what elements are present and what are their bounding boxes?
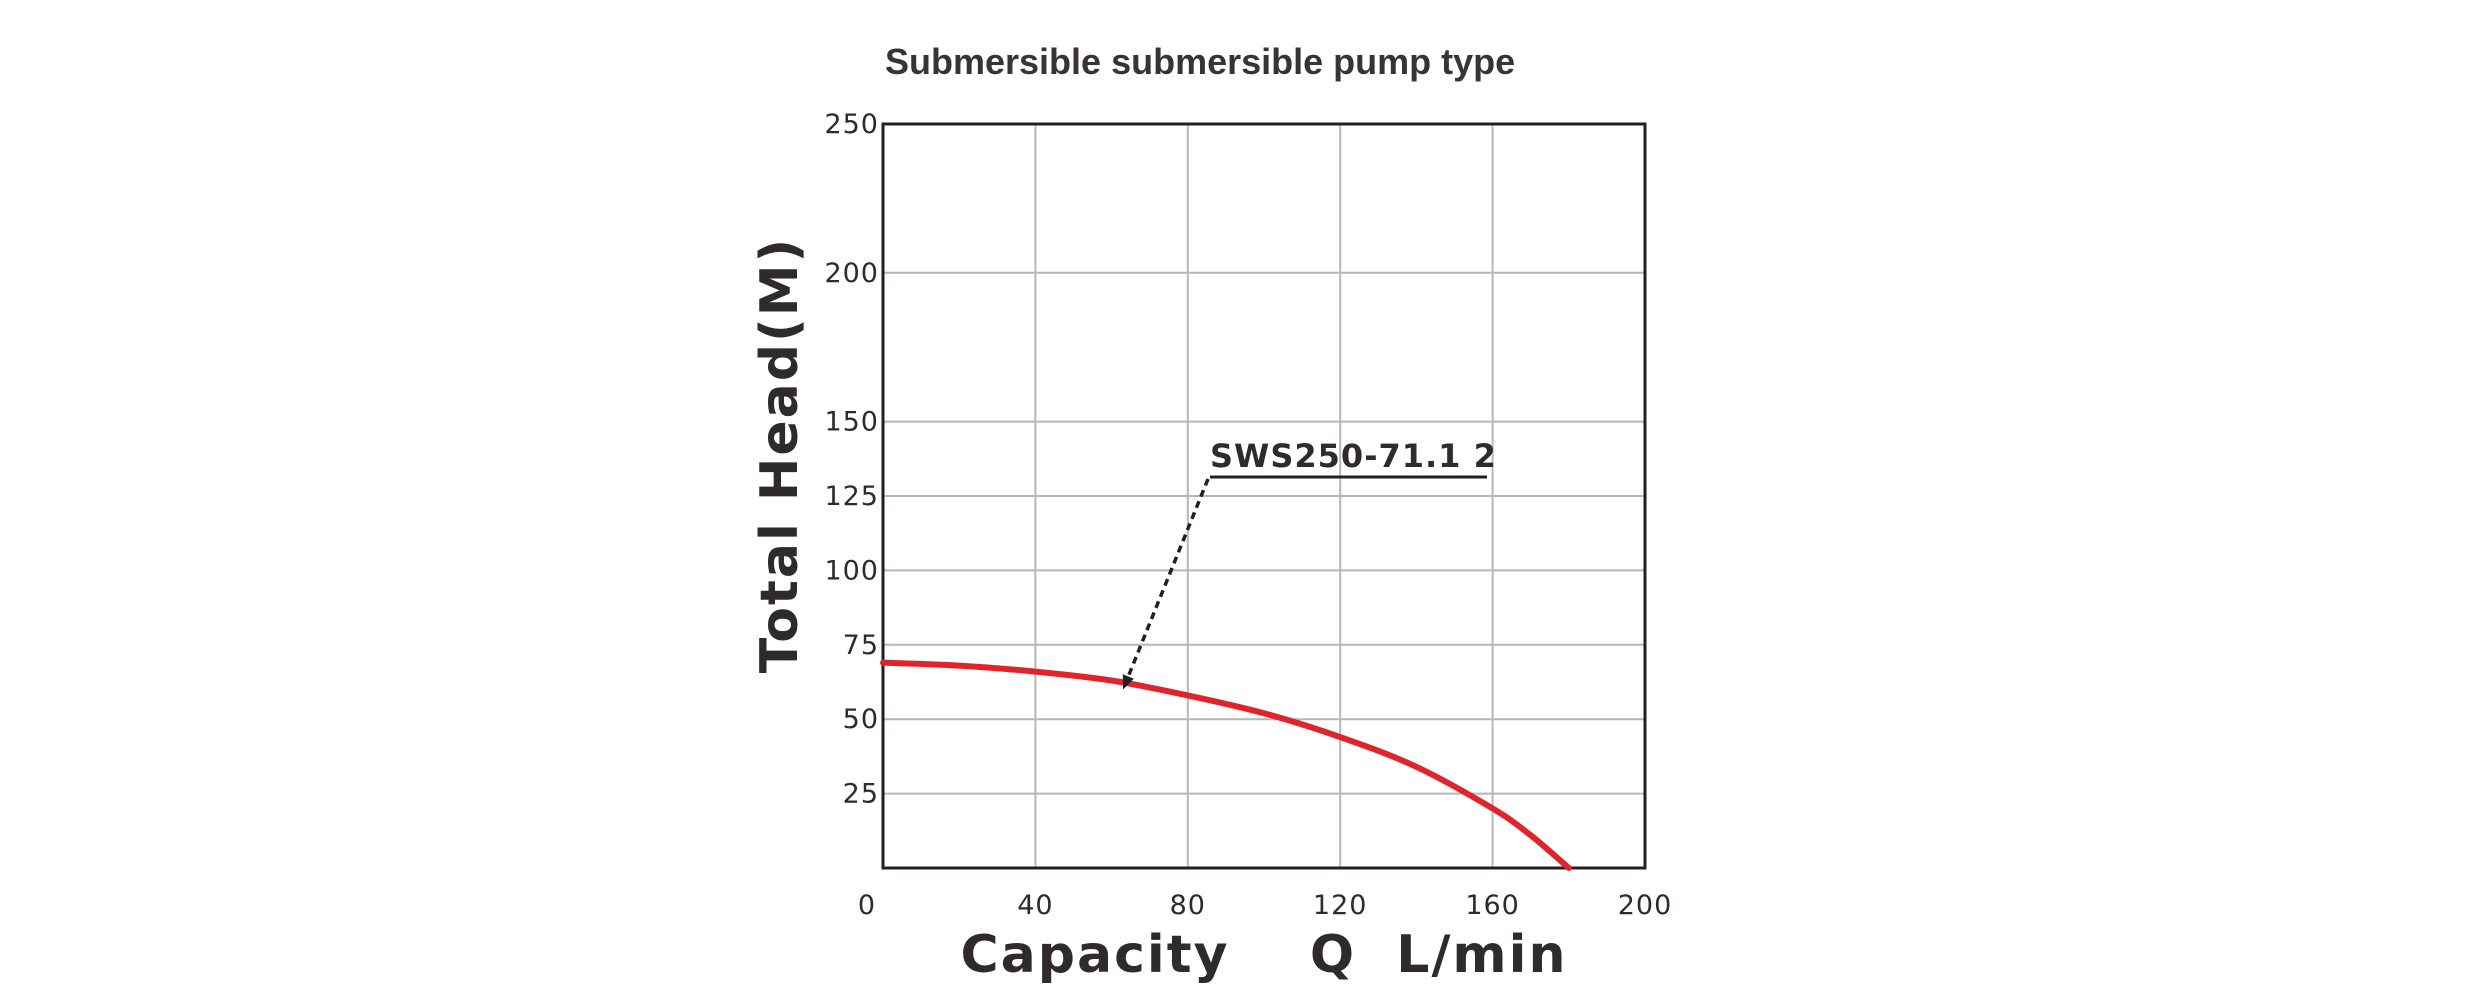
- x-tick-label: 80: [1170, 890, 1206, 921]
- y-tick-label: 150: [824, 407, 879, 438]
- grid-lines: [883, 124, 1645, 868]
- y-tick-label: 75: [843, 630, 879, 661]
- y-axis-label: Total Head(M): [750, 237, 810, 674]
- annotation-label: SWS250-71.1 2: [1210, 437, 1497, 475]
- plot-frame: [881, 122, 1647, 870]
- series-curve-0: [880, 659, 1572, 871]
- y-tick-label: 200: [824, 258, 879, 289]
- x-tick-label: 40: [1017, 890, 1053, 921]
- series-layer: [880, 659, 1572, 871]
- y-tick-label: 250: [824, 109, 879, 140]
- y-tick-label: 25: [843, 779, 879, 810]
- y-tick-label: 100: [824, 555, 879, 586]
- x-axis-label: Capacity Q L/min: [961, 925, 1568, 985]
- x-tick-label: 160: [1465, 890, 1520, 921]
- annotation-arrowhead: [1122, 674, 1134, 690]
- x-tick-label: 120: [1313, 890, 1368, 921]
- annotation: SWS250-71.1 2: [1121, 437, 1497, 691]
- x-tick-label: 0: [858, 890, 876, 921]
- chart-title: Submersible submersible pump type: [885, 41, 1515, 82]
- annotation-leader: [1121, 478, 1210, 691]
- y-tick-label: 50: [843, 704, 879, 735]
- y-tick-label: 125: [824, 481, 879, 512]
- x-tick-label: 200: [1618, 890, 1673, 921]
- y-tick-labels: 25 50 75 100 125 150 200 250: [824, 109, 879, 810]
- x-tick-labels: 0 40 80 120 160 200: [858, 890, 1673, 921]
